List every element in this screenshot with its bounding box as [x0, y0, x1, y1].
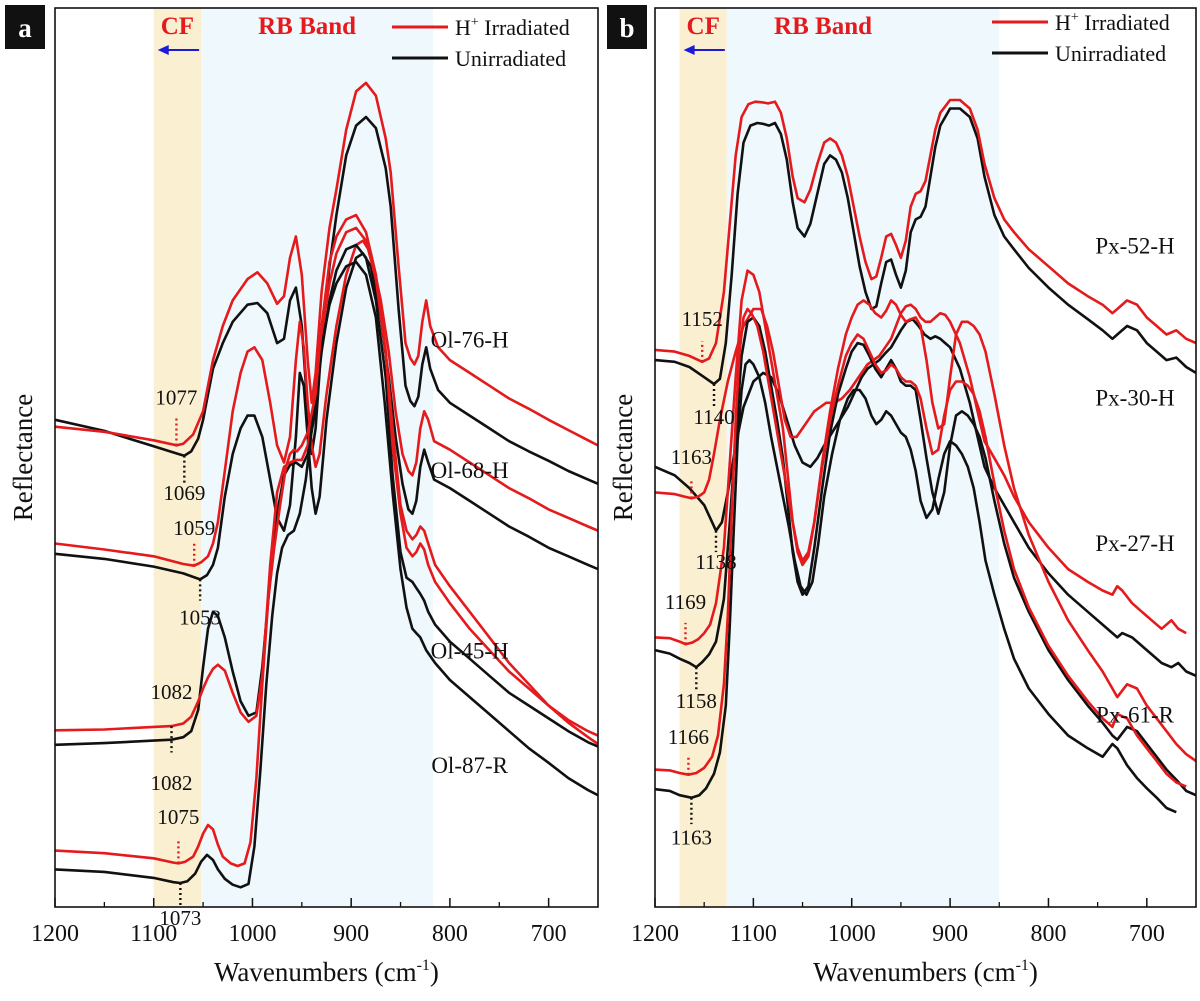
annotation-ol-76-h-1: 1069: [163, 481, 205, 505]
annotation-px-27-h-1: 1158: [676, 689, 717, 713]
curve-label-px-52-h: Px-52-H: [1095, 234, 1174, 259]
series-px-61-r-irradiated: [655, 307, 1187, 788]
x-tick-label: 1000: [228, 921, 276, 947]
panel-b: CF RB Band 1152 1140 Px-52-H 1163 1138 Px-30-H 1…: [607, 5, 1197, 987]
panel-tag-box: [5, 5, 45, 49]
curve-label-ol-68-h: Ol-68-H: [431, 458, 509, 483]
legend-label-sup: +: [1071, 10, 1079, 25]
curves: [55, 81, 598, 907]
x-tick-label: 1000: [828, 921, 876, 947]
curve-label-px-27-h: Px-27-H: [1095, 531, 1174, 556]
series-px-61-r-unirradiated: [655, 358, 1177, 814]
x-tick-label: 1100: [730, 921, 777, 947]
x-axis-title-sup: -1: [1016, 957, 1029, 974]
x-tick-label: 1100: [130, 921, 177, 947]
curve-label-ol-45-h: Ol-45-H: [431, 639, 509, 664]
x-tick-label: 900: [333, 921, 369, 947]
series-px-27-h-unirradiated: [655, 316, 1196, 797]
x-axis-title-sup: -1: [417, 957, 430, 974]
x-tick-label: 900: [932, 921, 968, 947]
x-axis-title-close: ): [430, 957, 439, 987]
annotation-ol-68-h-1: 1053: [179, 606, 221, 630]
y-axis-title: Reflectance: [608, 394, 638, 521]
legend-label-unirradiated: Unirradiated: [455, 46, 566, 71]
series-px-52-h-irradiated: [655, 98, 1196, 364]
annotation-px-30-h-1: 1138: [695, 550, 736, 574]
region-cf-band: [153, 8, 202, 907]
legend-label-main: Unirradiated: [1055, 41, 1166, 66]
annotation-px-52-h-0: 1152: [682, 307, 723, 331]
series-ol-76-h-unirradiated: [55, 115, 598, 485]
curve-label-ol-87-r: Ol-87-R: [431, 753, 508, 778]
x-tick-label: 700: [531, 921, 567, 947]
panel-tag-label: a: [18, 13, 32, 43]
curve-label-ol-76-h: Ol-76-H: [431, 327, 509, 352]
plot-frame: [654, 7, 1197, 908]
legend-label-main: H: [1055, 10, 1071, 35]
series-ol-68-h-irradiated: [55, 239, 598, 567]
region-label-rb-band: RB Band: [774, 13, 872, 40]
annotation-px-27-h-0: 1169: [665, 590, 706, 614]
series-ol-68-h-unirradiated: [55, 252, 598, 581]
curve-label-px-61-r: Px-61-R: [1096, 703, 1175, 728]
x-axis-title: Wavenumbers (cm-1): [813, 957, 1038, 987]
legend-label-rest: Irradiated: [1079, 10, 1170, 35]
series-ol-87-r-unirradiated: [55, 260, 598, 889]
region-label-rb-band: RB Band: [258, 13, 356, 40]
annotation-ol-68-h-0: 1059: [173, 516, 215, 540]
annotation-ol-45-h-1: 1082: [150, 771, 192, 795]
legend-label-main: Unirradiated: [455, 46, 566, 71]
legend-label-main: H: [455, 15, 471, 40]
series-px-27-h-irradiated: [655, 269, 1196, 763]
annotation-ol-76-h-0: 1077: [155, 385, 197, 409]
legend-label-irradiated: H+ Irradiated: [455, 15, 570, 40]
region-label-cf: CF: [161, 13, 194, 40]
x-tick-label: 800: [432, 921, 468, 947]
series-px-52-h-unirradiated: [655, 107, 1196, 386]
region-label-cf: CF: [687, 13, 720, 40]
legend-label-sup: +: [471, 15, 479, 30]
curve-label-px-30-h: Px-30-H: [1095, 385, 1174, 410]
annotation-ol-45-h-0: 1082: [150, 680, 192, 704]
plot-frame: [54, 7, 599, 908]
cf-arrow-head-icon: [683, 45, 695, 55]
legend-label-unirradiated: Unirradiated: [1055, 41, 1166, 66]
series-ol-76-h-irradiated: [55, 81, 598, 447]
annotation-px-52-h-1: 1140: [693, 405, 734, 429]
x-axis-title-text: Wavenumbers (cm: [214, 957, 417, 987]
x-axis-title-close: ): [1029, 957, 1038, 987]
x-tick-label: 1200: [31, 921, 79, 947]
annotation-px-61-r-1: 1163: [671, 826, 712, 850]
legend-label-irradiated: H+ Irradiated: [1055, 10, 1170, 35]
series-px-30-h-irradiated: [655, 303, 1187, 635]
x-axis-title-text: Wavenumbers (cm: [813, 957, 1016, 987]
annotation-px-30-h-0: 1163: [671, 445, 712, 469]
series-ol-87-r-irradiated: [55, 213, 598, 868]
panel-tag-box: [607, 5, 647, 49]
panel-tag-label: b: [619, 13, 634, 43]
x-tick-label: 1200: [631, 921, 679, 947]
curves: [655, 98, 1196, 825]
x-tick-label: 700: [1129, 921, 1165, 947]
legend-label-rest: Irradiated: [479, 15, 570, 40]
x-axis-title: Wavenumbers (cm-1): [214, 957, 439, 987]
region-rb-band-band: [726, 8, 1000, 907]
annotation-ol-87-r-1: 1073: [159, 906, 201, 930]
cf-arrow-head-icon: [157, 45, 169, 55]
annotation-px-61-r-0: 1166: [668, 725, 709, 749]
panel-a: CF RB Band 1077 1069 Ol-76-H 1059 1053 Ol-68-H 1…: [5, 5, 599, 987]
annotation-ol-87-r-0: 1075: [157, 805, 199, 829]
x-tick-label: 800: [1030, 921, 1066, 947]
y-axis-title: Reflectance: [8, 394, 38, 521]
